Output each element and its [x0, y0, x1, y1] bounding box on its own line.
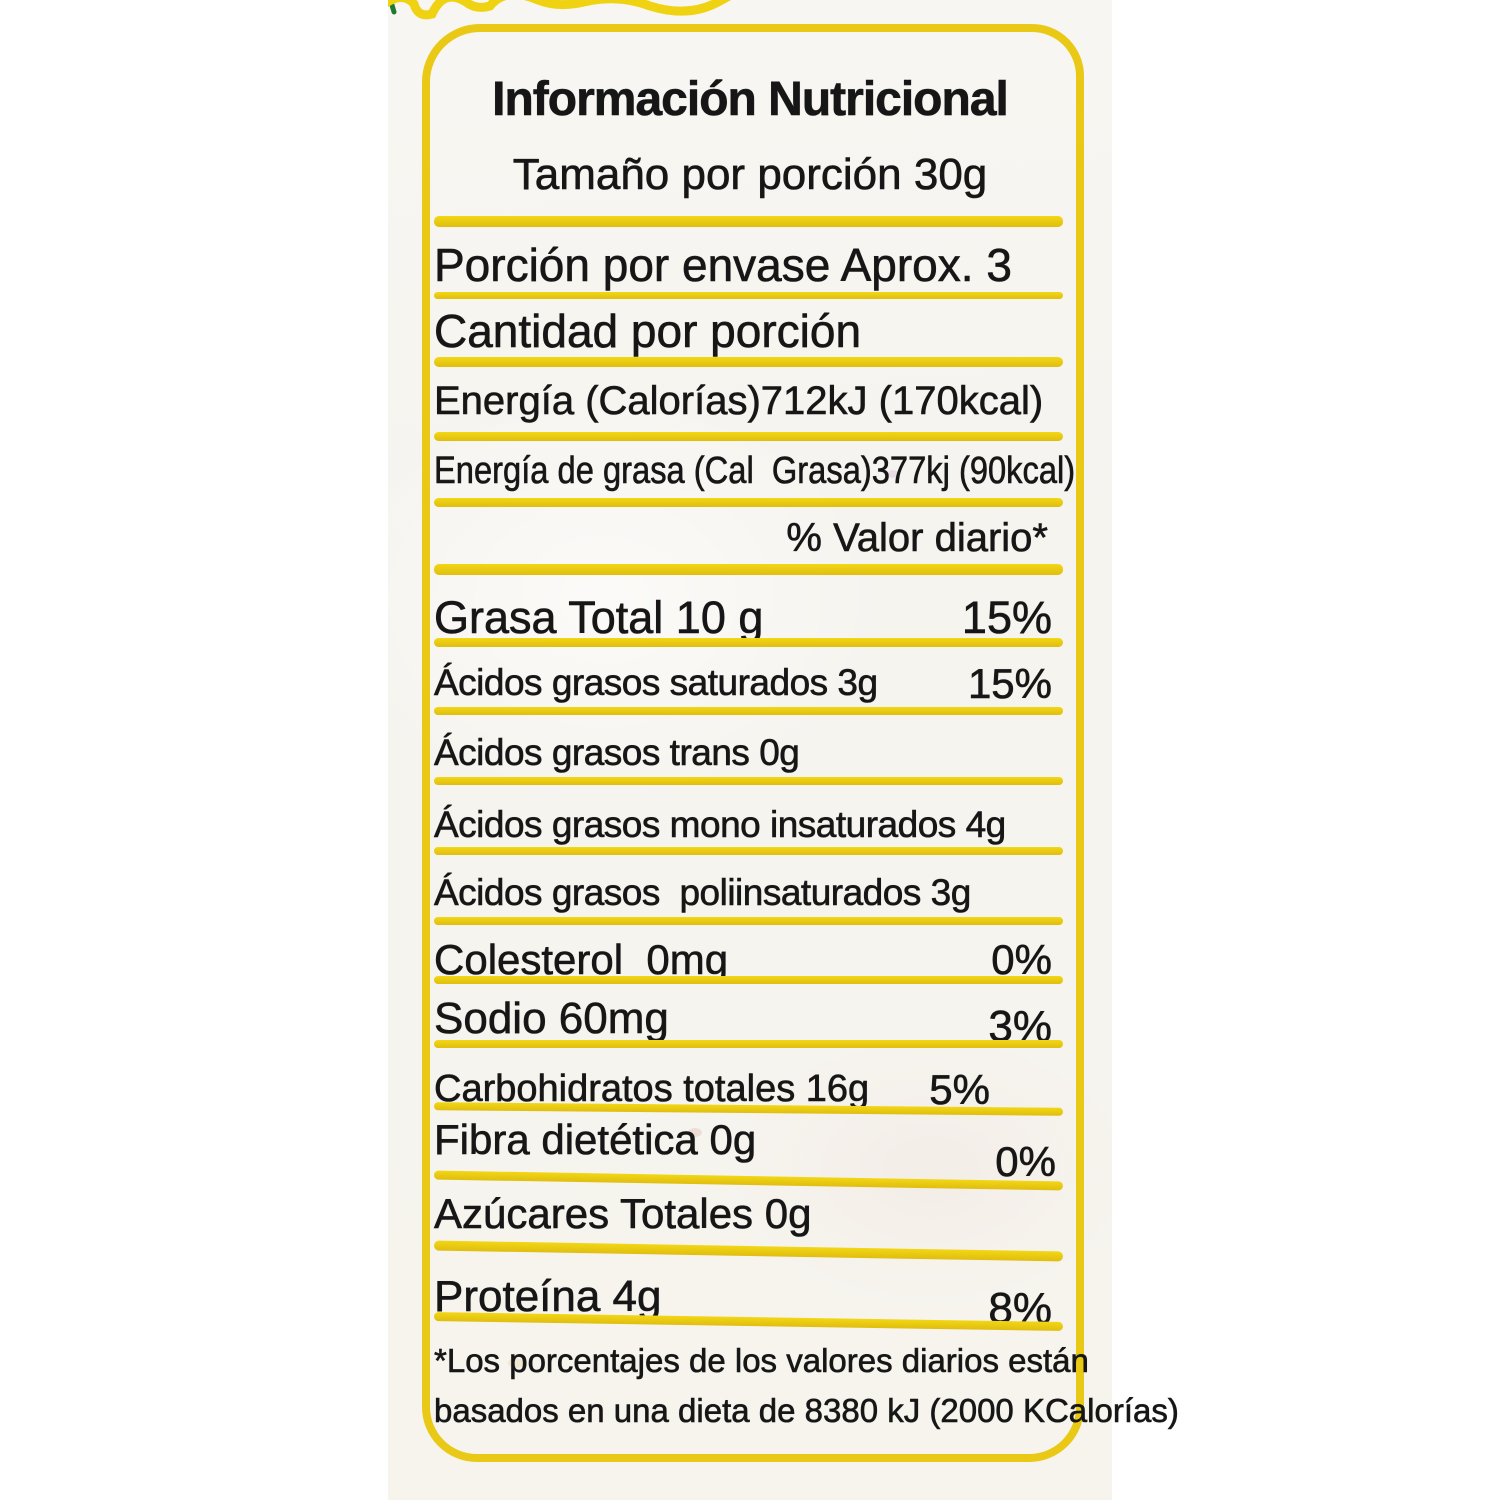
photo-speck: [508, 1358, 524, 1368]
separator-line: [434, 216, 1063, 227]
separator-line: [433, 1240, 1064, 1262]
amount-per-serving: Cantidad por porción: [434, 305, 862, 358]
row-sodium: Sodio 60mg: [434, 994, 669, 1044]
row-monounsaturated-fat: Ácidos grasos mono insaturados 4g: [434, 804, 1007, 846]
separator-line: [434, 976, 1063, 984]
package-art-scallop: [388, 0, 732, 20]
label-title: Información Nutricional: [492, 73, 1009, 127]
row-saturated-fat-pct: 15%: [967, 660, 1053, 708]
separator-line: [434, 357, 1063, 367]
row-trans-fat: Ácidos grasos trans 0g: [434, 732, 800, 774]
energy-row: Energía (Calorías)712kJ (170kcal): [434, 379, 1044, 424]
row-total-fat-pct: 15%: [961, 592, 1053, 644]
row-dietary-fiber: Fibra dietética 0g: [434, 1116, 757, 1164]
package-photo-strip: Información Nutricional Tamaño por porci…: [388, 0, 1179, 1500]
photo-speck: [688, 1128, 702, 1137]
serving-size: Tamaño por porción 30g: [512, 150, 988, 200]
separator-line: [434, 707, 1063, 715]
separator-line: [433, 1170, 1064, 1191]
separator-line: [434, 432, 1063, 441]
footnote-line-1: *Los porcentajes de los valores diarios …: [434, 1342, 1089, 1380]
row-dietary-fiber-pct: 0%: [995, 1138, 1056, 1186]
separator-line: [434, 1040, 1063, 1048]
separator-line: [434, 917, 1063, 925]
row-polyunsaturated-fat: Ácidos grasos poliinsaturados 3g: [434, 872, 972, 914]
daily-value-header: % Valor diario*: [786, 516, 1048, 561]
row-saturated-fat: Ácidos grasos saturados 3g: [434, 662, 879, 704]
photo-speck: [888, 470, 898, 478]
row-total-carbohydrate-pct: 5%: [929, 1066, 990, 1114]
separator-line: [434, 564, 1063, 575]
row-total-sugars: Azúcares Totales 0g: [434, 1190, 812, 1238]
separator-line: [434, 638, 1063, 647]
footnote-line-2: basados en una dieta de 8380 kJ (2000 KC…: [434, 1392, 1179, 1430]
row-cholesterol: Colesterol 0mg: [434, 936, 729, 984]
nutrition-label-box: Información Nutricional Tamaño por porci…: [422, 24, 1179, 1462]
energy-from-fat-row: Energía de grasa (Cal Grasa)377kj (90kca…: [434, 450, 1076, 493]
servings-per-container: Porción por envase Aprox. 3: [434, 239, 1013, 292]
separator-line: [434, 777, 1063, 785]
separator-line: [434, 498, 1063, 507]
row-total-fat: Grasa Total 10 g: [434, 592, 764, 644]
row-cholesterol-pct: 0%: [991, 936, 1052, 984]
separator-line: [434, 847, 1063, 855]
separator-line: [434, 292, 1063, 299]
